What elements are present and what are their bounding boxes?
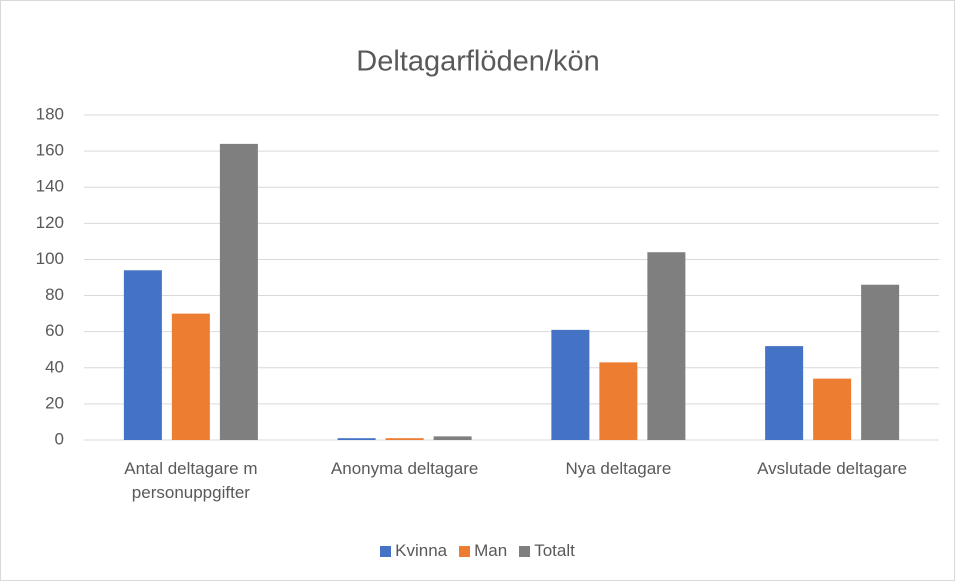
bar	[599, 362, 638, 440]
y-tick-label: 20	[45, 393, 64, 412]
legend-item: Kvinna	[380, 541, 447, 561]
bar	[385, 438, 424, 440]
legend-swatch	[459, 546, 471, 557]
y-tick-label: 120	[36, 213, 64, 232]
bar	[171, 313, 210, 440]
legend-swatch	[519, 546, 531, 557]
y-tick-label: 40	[45, 357, 64, 376]
chart-title: Deltagarflöden/kön	[356, 46, 599, 78]
legend-item: Man	[459, 541, 507, 561]
bar	[337, 438, 376, 440]
legend-swatch	[380, 546, 392, 557]
bar	[647, 252, 686, 440]
y-tick-label: 0	[55, 429, 64, 448]
x-tick-label: Nya deltagare	[565, 459, 672, 478]
legend-label: Kvinna	[395, 541, 448, 560]
legend: Kvinna Man Totalt	[1, 541, 954, 561]
bar	[861, 284, 900, 440]
legend-item: Totalt	[519, 541, 575, 561]
bar	[123, 270, 162, 440]
bar	[765, 346, 804, 440]
y-tick-label: 160	[36, 141, 64, 160]
y-tick-label: 100	[36, 249, 64, 268]
legend-label: Man	[474, 541, 508, 560]
y-tick-label: 140	[36, 177, 64, 196]
x-tick-label: Anonyma deltagare	[330, 459, 479, 478]
y-tick-label: 80	[45, 285, 64, 304]
bar	[813, 378, 852, 440]
x-tick-label: Antal deltagare m personuppgifter	[124, 459, 258, 502]
bar	[219, 143, 258, 440]
legend-label: Totalt	[534, 541, 575, 560]
bar	[433, 436, 472, 440]
bar	[551, 329, 590, 440]
y-tick-label: 180	[36, 104, 64, 123]
y-tick-label: 60	[45, 321, 64, 340]
x-tick-label: Avslutade deltagare	[757, 459, 908, 478]
